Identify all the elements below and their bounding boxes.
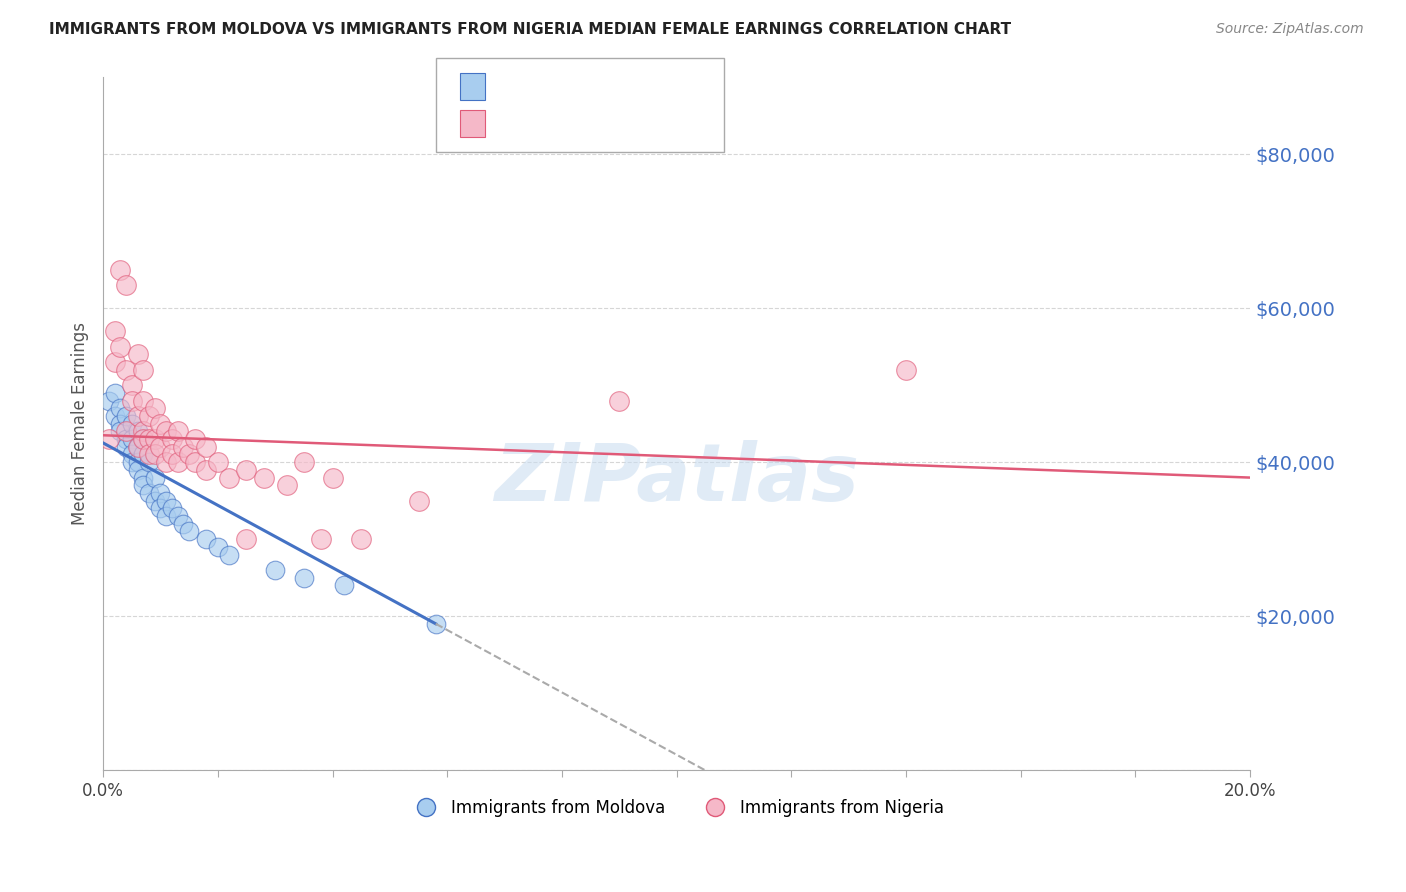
Point <box>425 616 447 631</box>
Point <box>235 532 257 546</box>
Point <box>166 509 188 524</box>
Point <box>207 540 229 554</box>
Point <box>132 425 155 439</box>
Point <box>149 417 172 431</box>
Point <box>143 432 166 446</box>
Point <box>143 470 166 484</box>
Point <box>115 363 138 377</box>
Point <box>115 440 138 454</box>
Point <box>127 440 149 454</box>
Text: IMMIGRANTS FROM MOLDOVA VS IMMIGRANTS FROM NIGERIA MEDIAN FEMALE EARNINGS CORREL: IMMIGRANTS FROM MOLDOVA VS IMMIGRANTS FR… <box>49 22 1011 37</box>
Point <box>127 425 149 439</box>
Point <box>115 278 138 293</box>
Point <box>115 425 138 439</box>
Point <box>253 470 276 484</box>
Point <box>138 432 160 446</box>
Point <box>132 432 155 446</box>
Point <box>155 425 177 439</box>
Point <box>127 463 149 477</box>
Point <box>132 478 155 492</box>
Point <box>132 432 155 446</box>
Point <box>235 463 257 477</box>
Point <box>110 262 132 277</box>
Point <box>155 493 177 508</box>
Point <box>292 571 315 585</box>
Point <box>121 417 143 431</box>
Point <box>121 455 143 469</box>
Point <box>115 409 138 423</box>
Point <box>160 448 183 462</box>
Point <box>143 448 166 462</box>
Point <box>138 486 160 500</box>
Point <box>155 509 177 524</box>
Point <box>121 393 143 408</box>
Point <box>110 340 132 354</box>
Point <box>110 417 132 431</box>
Text: ZIPatlas: ZIPatlas <box>494 440 859 518</box>
Point <box>132 470 155 484</box>
Point <box>127 409 149 423</box>
Point <box>894 363 917 377</box>
Point <box>104 386 127 401</box>
Point <box>121 378 143 392</box>
Point <box>127 455 149 469</box>
Point <box>321 470 343 484</box>
Point <box>138 448 160 462</box>
Point <box>195 463 218 477</box>
Point <box>121 432 143 446</box>
Point <box>179 448 201 462</box>
Point <box>195 532 218 546</box>
Point <box>132 448 155 462</box>
Point <box>149 501 172 516</box>
Point <box>97 432 120 446</box>
Point <box>276 478 298 492</box>
Point <box>143 493 166 508</box>
Point <box>138 409 160 423</box>
Point <box>149 486 172 500</box>
Point <box>166 455 188 469</box>
Point <box>160 432 183 446</box>
Point <box>155 455 177 469</box>
Point <box>160 501 183 516</box>
Point <box>166 425 188 439</box>
Text: Source: ZipAtlas.com: Source: ZipAtlas.com <box>1216 22 1364 37</box>
Point <box>143 401 166 416</box>
Point <box>104 355 127 369</box>
Point <box>292 455 315 469</box>
Point <box>172 440 194 454</box>
Point <box>138 455 160 469</box>
Point <box>121 448 143 462</box>
Point <box>115 432 138 446</box>
Point <box>110 425 132 439</box>
Point <box>218 470 240 484</box>
Point <box>104 324 127 338</box>
Point <box>408 493 430 508</box>
Legend: Immigrants from Moldova, Immigrants from Nigeria: Immigrants from Moldova, Immigrants from… <box>402 793 950 824</box>
Y-axis label: Median Female Earnings: Median Female Earnings <box>72 322 89 525</box>
Point <box>184 432 207 446</box>
Text: R =  -0.112   N = 50: R = -0.112 N = 50 <box>496 114 695 132</box>
Point <box>184 455 207 469</box>
Point <box>218 548 240 562</box>
Point <box>110 401 132 416</box>
Text: R = -0.585   N = 40: R = -0.585 N = 40 <box>496 78 689 95</box>
Point <box>309 532 332 546</box>
Point <box>333 578 356 592</box>
Point <box>264 563 287 577</box>
Point <box>97 393 120 408</box>
Point <box>132 363 155 377</box>
Point <box>127 440 149 454</box>
Point <box>607 393 630 408</box>
Point <box>104 409 127 423</box>
Point <box>195 440 218 454</box>
Point <box>207 455 229 469</box>
Point <box>149 440 172 454</box>
Point <box>172 516 194 531</box>
Point <box>127 347 149 361</box>
Point <box>350 532 373 546</box>
Point <box>132 393 155 408</box>
Point <box>179 524 201 539</box>
